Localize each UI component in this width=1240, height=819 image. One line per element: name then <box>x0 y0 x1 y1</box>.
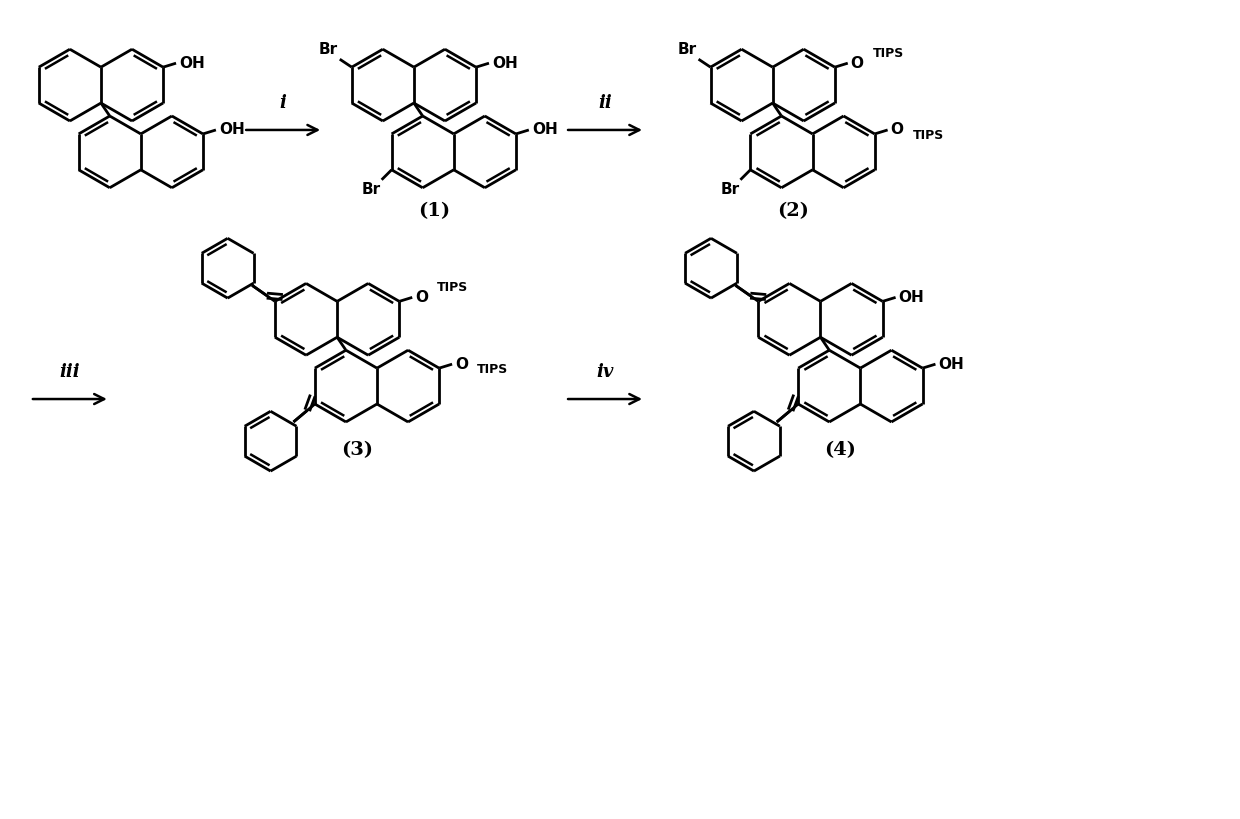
Text: Br: Br <box>677 43 697 57</box>
Text: O: O <box>455 356 467 372</box>
Text: OH: OH <box>492 56 518 70</box>
Text: (2): (2) <box>776 201 808 219</box>
Text: (3): (3) <box>341 441 373 459</box>
Text: OH: OH <box>179 56 205 70</box>
Text: O: O <box>851 56 864 70</box>
Text: Br: Br <box>720 182 739 197</box>
Text: TIPS: TIPS <box>438 281 469 294</box>
Text: TIPS: TIPS <box>913 129 944 142</box>
Text: TIPS: TIPS <box>873 47 904 60</box>
Text: TIPS: TIPS <box>477 363 508 376</box>
Text: (4): (4) <box>825 441 857 459</box>
Text: ii: ii <box>598 94 611 112</box>
Text: i: i <box>280 94 286 112</box>
Text: O: O <box>890 123 904 138</box>
Text: (1): (1) <box>418 201 450 219</box>
Text: Br: Br <box>319 43 337 57</box>
Text: Br: Br <box>362 182 381 197</box>
Text: iii: iii <box>60 363 81 381</box>
Text: iv: iv <box>596 363 614 381</box>
Text: OH: OH <box>939 356 965 372</box>
Text: OH: OH <box>532 123 558 138</box>
Text: OH: OH <box>899 290 924 305</box>
Text: O: O <box>415 290 428 305</box>
Text: OH: OH <box>219 123 244 138</box>
